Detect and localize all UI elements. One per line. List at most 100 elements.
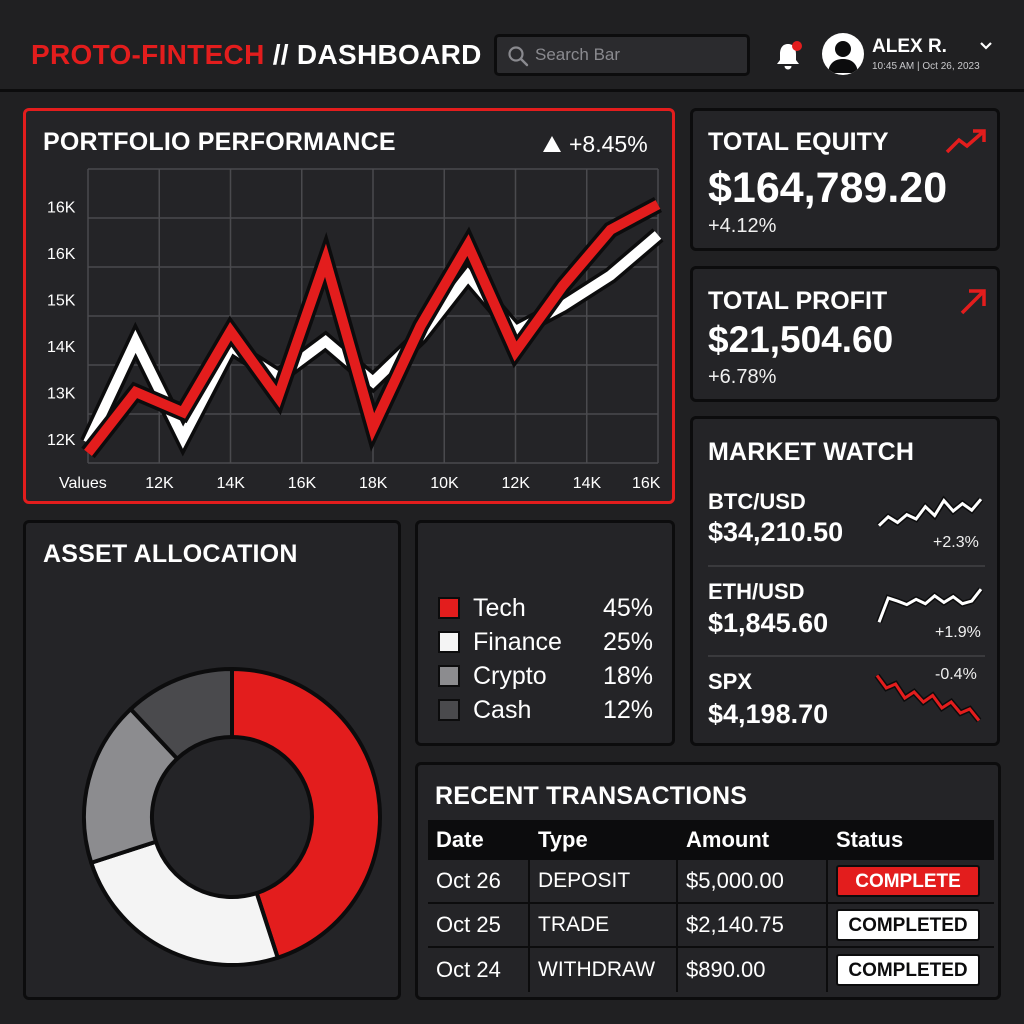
x-tick-label: 18K: [359, 475, 388, 492]
y-tick-label: 14K: [47, 339, 76, 356]
avatar[interactable]: [822, 33, 864, 75]
x-tick-label: 14K: [573, 475, 602, 492]
tx-status-cell: COMPLETE: [826, 860, 994, 904]
y-tick-label: 15K: [47, 293, 76, 310]
divider: [708, 565, 985, 567]
table-row[interactable]: Oct 24 WITHDRAW $890.00 COMPLETED: [428, 948, 994, 992]
column-header-amount[interactable]: Amount: [676, 820, 826, 860]
legend-item-finance[interactable]: Finance 25%: [438, 628, 653, 658]
allocation-legend-panel: Tech 45% Finance 25% Crypto 18% Cash 12%: [415, 520, 675, 746]
legend-percent: 45%: [602, 594, 653, 622]
table-header-row: Date Type Amount Status: [428, 820, 994, 860]
y-tick-label: 16K: [47, 200, 76, 217]
user-icon: [828, 41, 858, 73]
legend-percent: 25%: [602, 628, 653, 656]
tx-type: DEPOSIT: [528, 860, 676, 904]
total-equity-title: TOTAL EQUITY: [708, 128, 889, 156]
total-profit-value: $21,504.60: [708, 319, 894, 360]
asset-allocation-title: ASSET ALLOCATION: [43, 540, 298, 568]
tx-status-cell: COMPLETED: [826, 948, 994, 992]
legend-label: Finance: [473, 628, 562, 656]
trend-up-triangle-icon: [543, 136, 561, 152]
market-price: $1,845.60: [708, 608, 829, 638]
market-symbol: SPX: [708, 669, 753, 694]
donut-slice-finance[interactable]: [89, 839, 280, 967]
transactions-table: Date Type Amount Status Oct 26 DEPOSIT $…: [428, 820, 994, 992]
top-header: PROTO-FINTECH // DASHBOARD ALEX R. 10:45…: [0, 0, 1024, 92]
y-tick-label: 12K: [47, 432, 76, 449]
table-row[interactable]: Oct 26 DEPOSIT $5,000.00 COMPLETE: [428, 860, 994, 904]
transactions-title: RECENT TRANSACTIONS: [435, 782, 748, 810]
tx-date: Oct 26: [428, 860, 528, 904]
legend-swatch: [438, 699, 460, 721]
legend-item-tech[interactable]: Tech 45%: [438, 594, 653, 624]
tx-type: WITHDRAW: [528, 948, 676, 992]
status-badge: COMPLETED: [836, 954, 980, 986]
logo-section: // DASHBOARD: [264, 39, 482, 70]
total-equity-card: TOTAL EQUITY $164,789.20 +4.12%: [690, 108, 1000, 251]
logo-brand: PROTO-FINTECH: [31, 39, 265, 70]
allocation-donut-chart[interactable]: [26, 523, 398, 997]
market-change: +1.9%: [935, 624, 981, 641]
column-header-date[interactable]: Date: [428, 820, 528, 860]
x-tick-label: 16K: [632, 475, 661, 492]
sparkline-eth: [876, 587, 984, 624]
legend-swatch: [438, 631, 460, 653]
x-tick-label: 16K: [288, 475, 317, 492]
arrow-up-right-icon: [960, 289, 986, 315]
legend-item-crypto[interactable]: Crypto 18%: [438, 662, 653, 692]
series-line-white[interactable]: [83, 231, 662, 449]
column-header-status[interactable]: Status: [826, 820, 994, 860]
status-badge: COMPLETED: [836, 909, 980, 941]
column-header-type[interactable]: Type: [528, 820, 676, 860]
total-equity-value: $164,789.20: [708, 164, 948, 212]
user-timestamp: 10:45 AM | Oct 26, 2023: [872, 61, 980, 72]
total-profit-card: TOTAL PROFIT $21,504.60 +6.78%: [690, 266, 1000, 402]
notification-bell-icon[interactable]: [772, 40, 804, 72]
sparkline-btc: [876, 495, 984, 528]
x-tick-label: 14K: [217, 475, 246, 492]
x-tick-label: 12K: [502, 475, 531, 492]
recent-transactions-panel: RECENT TRANSACTIONS Date Type Amount Sta…: [415, 762, 1001, 1000]
search-input[interactable]: [535, 43, 740, 67]
total-equity-delta: +4.12%: [708, 215, 777, 237]
trend-up-arrow-icon: [945, 129, 986, 154]
portfolio-title: PORTFOLIO PERFORMANCE: [43, 128, 396, 156]
chevron-down-icon[interactable]: [978, 40, 994, 52]
market-change: +2.3%: [933, 534, 979, 551]
sparkline-spx: [874, 673, 982, 723]
y-tick-label: 16K: [47, 246, 76, 263]
legend-label: Crypto: [473, 662, 547, 690]
market-symbol: ETH/USD: [708, 579, 805, 604]
x-tick-label: 12K: [145, 475, 174, 492]
table-row[interactable]: Oct 25 TRADE $2,140.75 COMPLETED: [428, 904, 994, 948]
market-change: -0.4%: [935, 666, 977, 683]
y-tick-label: 13K: [47, 386, 76, 403]
asset-allocation-panel: ASSET ALLOCATION: [23, 520, 401, 1000]
tx-status-cell: COMPLETED: [826, 904, 994, 948]
legend-label: Cash: [473, 696, 532, 724]
legend-label: Tech: [473, 594, 526, 622]
search-bar[interactable]: [494, 34, 750, 76]
user-name[interactable]: ALEX R.: [872, 36, 947, 57]
app-logo[interactable]: PROTO-FINTECH // DASHBOARD: [31, 39, 482, 71]
market-symbol: BTC/USD: [708, 489, 806, 514]
donut-slice-cash[interactable]: [128, 667, 234, 761]
series-line-red[interactable]: [84, 200, 661, 456]
market-watch-title: MARKET WATCH: [708, 438, 915, 466]
legend-item-cash[interactable]: Cash 12%: [438, 696, 653, 726]
x-axis-title: Values: [59, 475, 107, 492]
market-watch-panel: MARKET WATCH BTC/USD $34,210.50 +2.3% ET…: [690, 416, 1000, 746]
portfolio-line-chart[interactable]: 12K 13K 14K 15K 16K 16K Values 12K 14K 16K 18K 10K 1…: [26, 111, 672, 501]
tx-amount: $890.00: [676, 948, 826, 992]
divider: [708, 655, 985, 657]
legend-percent: 18%: [602, 662, 653, 690]
sparkline-line: [877, 588, 983, 623]
legend-swatch: [438, 597, 460, 619]
market-price: $4,198.70: [708, 699, 829, 729]
total-profit-title: TOTAL PROFIT: [708, 287, 888, 315]
total-profit-delta: +6.78%: [708, 366, 777, 388]
donut-slice-tech[interactable]: [230, 667, 382, 960]
tx-amount: $5,000.00: [676, 860, 826, 904]
search-icon: [508, 46, 529, 67]
